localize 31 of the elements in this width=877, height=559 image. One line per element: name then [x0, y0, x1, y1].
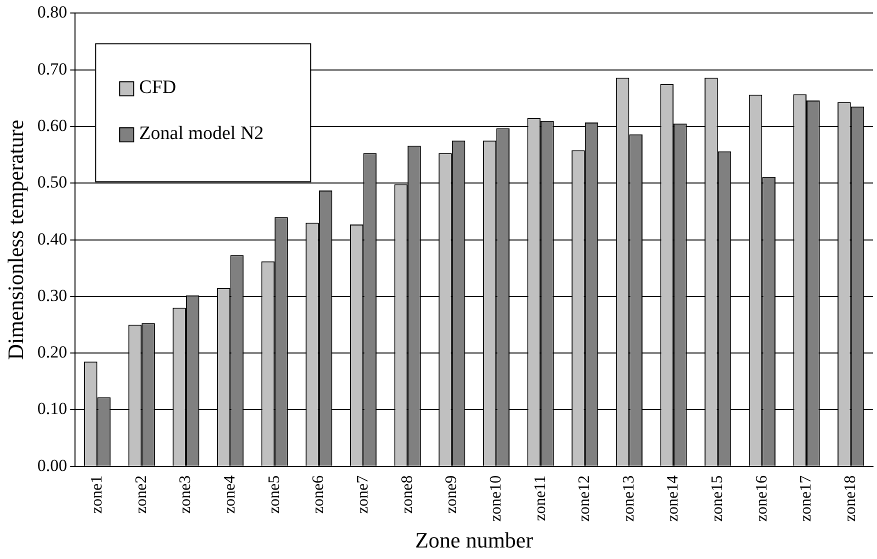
y-tick-label: 0.20 — [37, 342, 68, 362]
y-axis-title: Dimensionless temperature — [2, 120, 28, 360]
x-tick-label: zone15 — [709, 475, 726, 522]
x-tick-label: zone10 — [487, 475, 504, 522]
x-axis-title: Zone number — [415, 528, 534, 553]
x-tick-label: zone1 — [88, 475, 106, 514]
y-tick-label: 0.70 — [37, 59, 68, 78]
y-tick-label: 0.30 — [37, 286, 68, 305]
x-tick-label: zone18 — [842, 475, 860, 522]
y-tick-label: 0.80 — [37, 2, 68, 22]
x-tick-label: zone4 — [221, 475, 238, 514]
x-tick-label: zone5 — [266, 475, 283, 514]
y-tick-label: 0.00 — [37, 456, 68, 475]
x-tick-label: zone2 — [132, 475, 150, 514]
x-tick-label: zone14 — [664, 475, 682, 522]
x-tick-label: zone16 — [753, 475, 770, 522]
x-tick-label: zone9 — [443, 475, 460, 514]
y-tick-label: 0.40 — [37, 229, 68, 248]
x-tick-label: zone3 — [177, 475, 194, 514]
x-tick-label: zone8 — [398, 475, 416, 514]
y-tick-label: 0.10 — [37, 399, 68, 418]
x-tick-label: zone11 — [532, 475, 549, 522]
x-tick-label: zone17 — [798, 475, 815, 522]
legend-label: Zonal model N2 — [139, 123, 264, 144]
y-tick-label: 0.60 — [37, 116, 68, 135]
x-tick-label: zone6 — [310, 475, 328, 514]
legend-label: CFD — [139, 77, 176, 98]
x-tick-label: zone12 — [576, 475, 594, 522]
y-tick-label: 0.50 — [37, 172, 68, 192]
x-tick-label: zone13 — [620, 475, 638, 522]
x-tick-label: zone7 — [354, 475, 372, 514]
